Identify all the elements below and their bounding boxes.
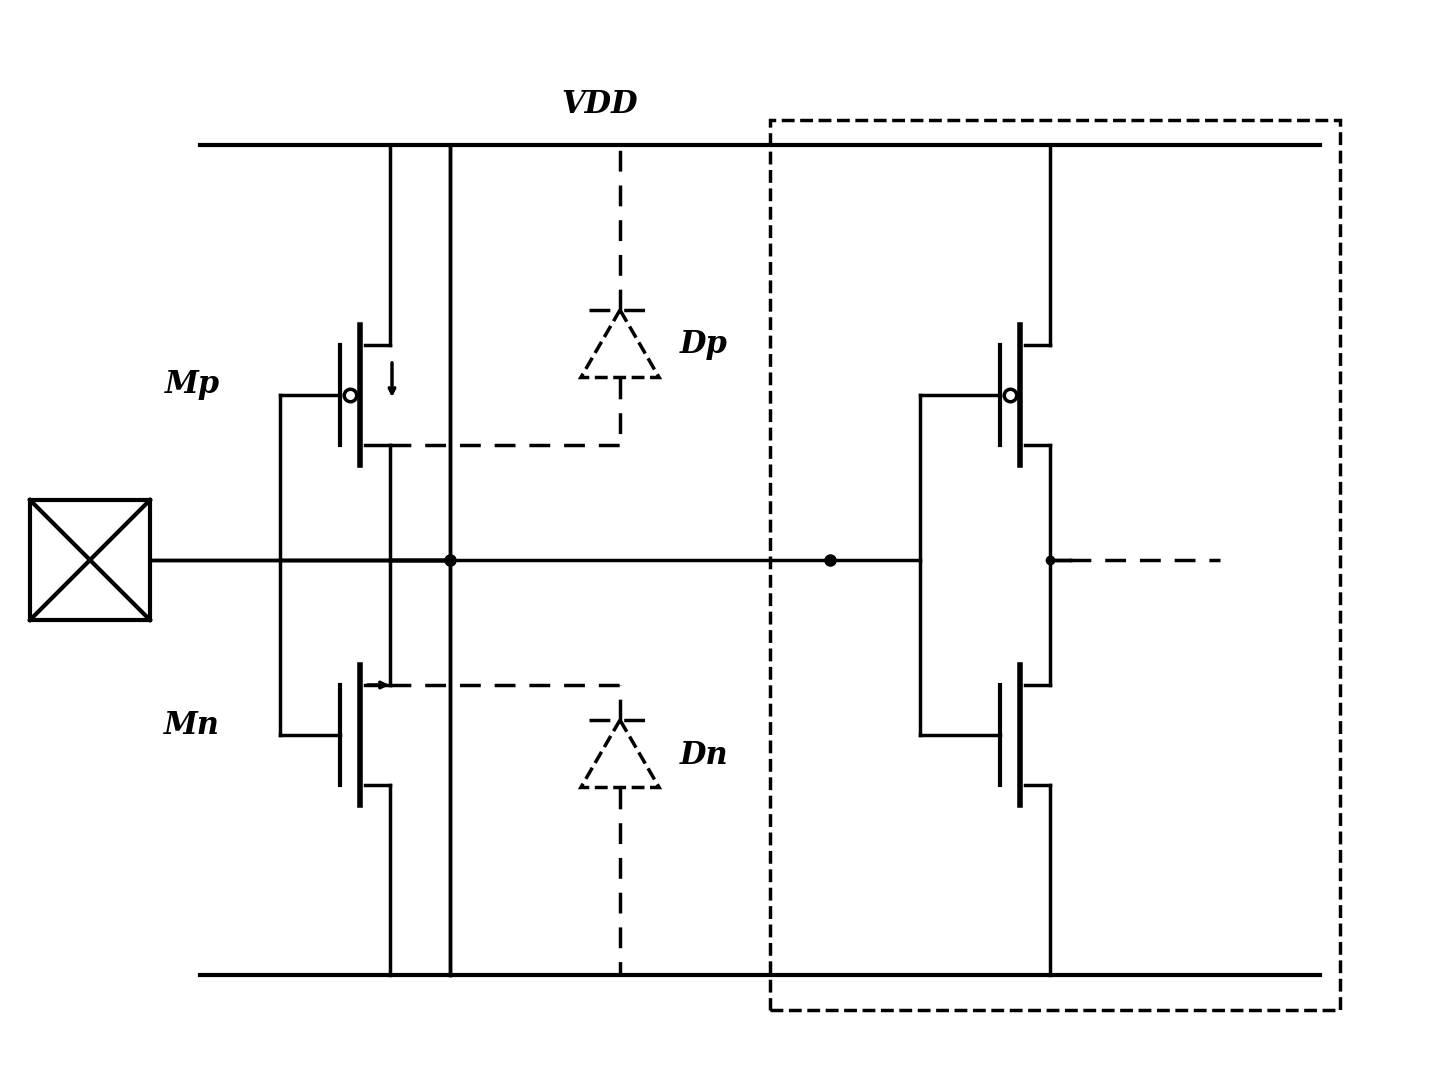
Text: Mn: Mn bbox=[164, 710, 220, 741]
Text: Dn: Dn bbox=[681, 740, 728, 771]
Text: VDD: VDD bbox=[562, 89, 639, 120]
Text: Mp: Mp bbox=[165, 370, 220, 401]
Text: Dp: Dp bbox=[681, 330, 728, 360]
